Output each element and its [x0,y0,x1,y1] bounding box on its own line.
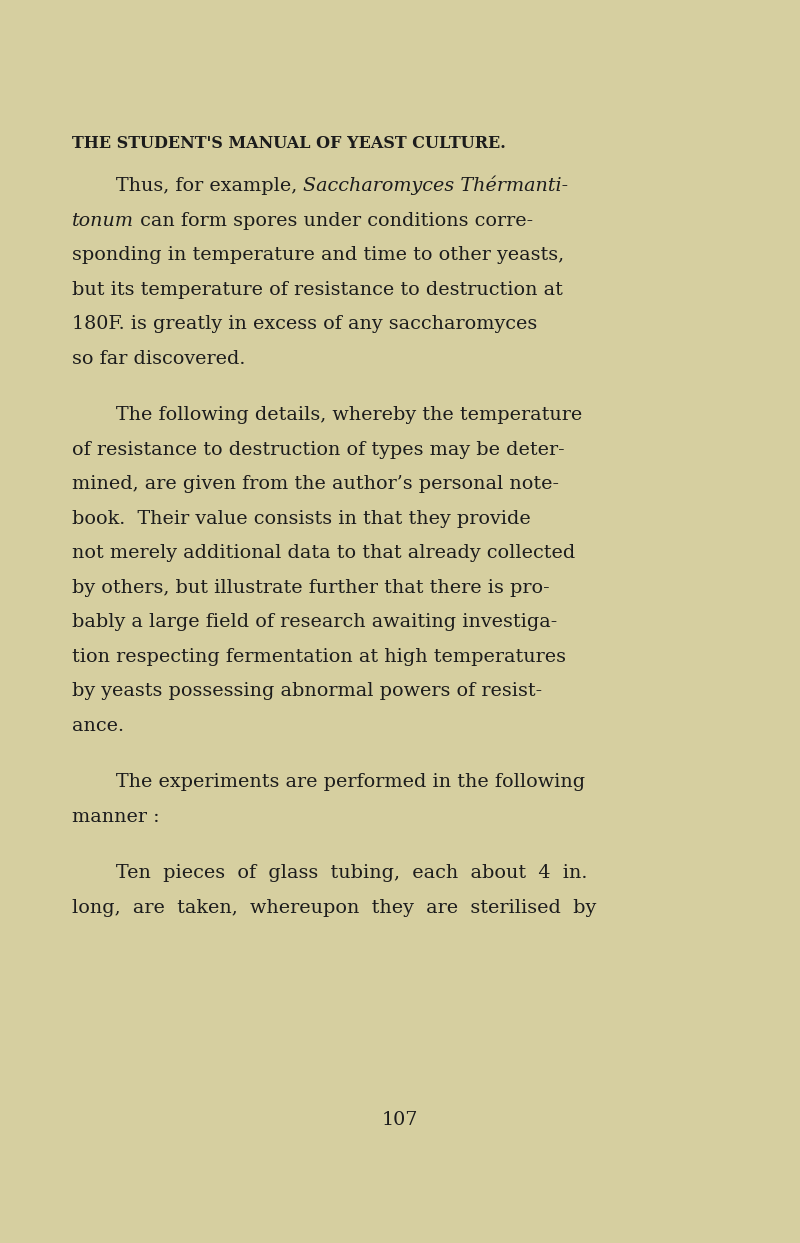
Text: bably a large field of research awaiting investiga-: bably a large field of research awaiting… [72,613,558,631]
Text: The following details, whereby the temperature: The following details, whereby the tempe… [116,406,582,424]
Text: THE STUDENT'S MANUAL OF YEAST CULTURE.: THE STUDENT'S MANUAL OF YEAST CULTURE. [72,135,506,152]
Text: The experiments are performed in the following: The experiments are performed in the fol… [116,773,585,791]
Text: book.  Their value consists in that they provide: book. Their value consists in that they … [72,510,530,527]
Text: but its temperature of resistance to destruction at: but its temperature of resistance to des… [72,281,563,298]
Text: can form spores under conditions corre-: can form spores under conditions corre- [134,211,533,230]
Text: by yeasts possessing abnormal powers of resist-: by yeasts possessing abnormal powers of … [72,682,542,700]
Text: by others, but illustrate further that there is pro-: by others, but illustrate further that t… [72,578,550,597]
Text: Saccharomyces Thérmanti-: Saccharomyces Thérmanti- [303,175,569,195]
Text: tion respecting fermentation at high temperatures: tion respecting fermentation at high tem… [72,648,566,665]
Text: Ten  pieces  of  glass  tubing,  each  about  4  in.: Ten pieces of glass tubing, each about 4… [116,864,587,883]
Text: 180F. is greatly in excess of any saccharomyces: 180F. is greatly in excess of any saccha… [72,314,538,333]
Text: ance.: ance. [72,716,124,735]
Text: long,  are  taken,  whereupon  they  are  sterilised  by: long, are taken, whereupon they are ster… [72,899,596,916]
Text: of resistance to destruction of types may be deter-: of resistance to destruction of types ma… [72,440,565,459]
Text: not merely additional data to that already collected: not merely additional data to that alrea… [72,544,575,562]
Text: Thus, for example,: Thus, for example, [116,177,303,195]
Text: sponding in temperature and time to other yeasts,: sponding in temperature and time to othe… [72,246,564,264]
Text: mined, are given from the author’s personal note-: mined, are given from the author’s perso… [72,475,559,493]
Text: tonum: tonum [72,211,134,230]
Text: so far discovered.: so far discovered. [72,349,246,368]
Text: manner :: manner : [72,808,160,825]
Text: 107: 107 [382,1111,418,1129]
